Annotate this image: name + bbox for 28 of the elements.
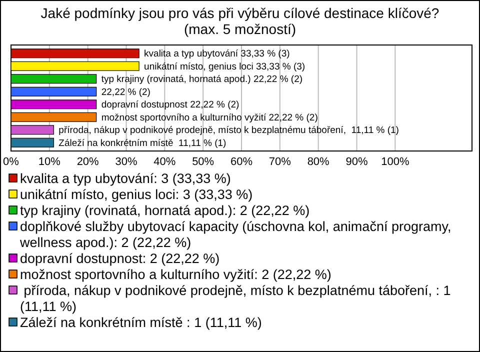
legend-label: doplňkové služby ubytovací kapacity (úschovna kol, animační programy, wellness apod.): 2 (22,22 %) xyxy=(19,219,452,250)
data-label: 22,22 % (2) xyxy=(101,86,150,98)
x-tick-label: 100% xyxy=(381,156,410,168)
legend-label: Záleží na konkrétním místě : 1 (11,11 %) xyxy=(20,315,262,330)
data-label: typ krajiny (rovinatá, hornatá apod.) 22,22 % (2) xyxy=(101,74,303,86)
data-label: možnost sportovního a kulturního vyžití 22,22 % (2) xyxy=(101,112,318,124)
x-tick-label: 60% xyxy=(230,156,253,168)
legend-label: typ krajiny (rovinatá, hornatá apod.): 2 (22,22 %) xyxy=(20,203,310,218)
x-tick-label: 10% xyxy=(38,156,61,168)
legend-label: dopravní dostupnost: 2 (22,22 %) xyxy=(20,251,220,266)
data-label: kvalita a typ ubytování 33,33 % (3) xyxy=(144,48,290,60)
x-tick-label: 80% xyxy=(307,156,330,168)
x-tick-label: 70% xyxy=(268,156,292,168)
data-label: unikátní místo, genius loci 33,33 % (3) xyxy=(144,61,306,72)
data-label: dopravní dostupnost 22,22 % (2) xyxy=(101,100,240,111)
legend-label: kvalita a typ ubytování: 3 (33,33 %) xyxy=(20,171,231,186)
x-tick-label: 90% xyxy=(346,156,368,168)
x-tick-label: 40% xyxy=(154,156,176,168)
legend-label: možnost sportovního a kulturního vyžití: 2 (22,22 %) xyxy=(20,267,332,282)
x-tick-label: 50% xyxy=(192,156,214,168)
legend-label: příroda, nákup v podnikové prodejně, místo k bezplatnému táboření, : 1 (11,11 %) xyxy=(20,283,451,314)
legend-label: unikátní místo, genius loci: 3 (33,33 %) xyxy=(20,187,253,202)
x-tick-label: 30% xyxy=(115,156,138,168)
x-tick-label: 0% xyxy=(3,156,20,168)
data-label: příroda, nákup v podnikové prodejně, místo k bezplatnému táboření, 11,11 % (1) xyxy=(58,125,399,136)
x-tick-label: 20% xyxy=(76,156,100,168)
chart-title: Jaké podmínky jsou pro vás při výběru cílové destinace klíčové? (max. 5 možností) xyxy=(40,5,440,37)
data-label: Záleží na konkrétním místě 11,11 % (1) xyxy=(58,138,226,149)
